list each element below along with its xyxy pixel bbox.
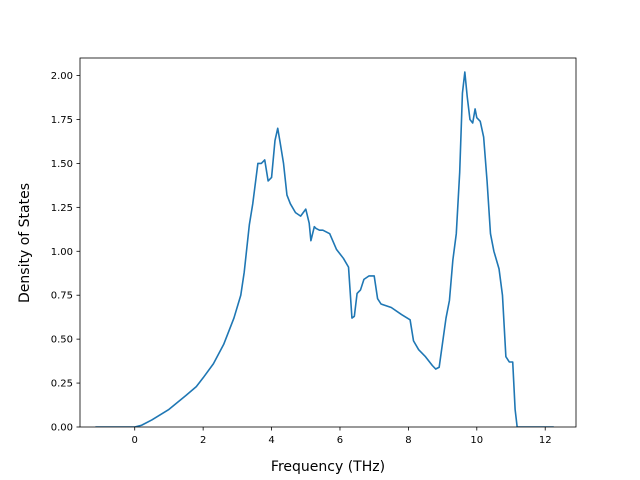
x-tick-label: 8 [405,435,411,446]
y-tick-label: 2.00 [51,71,73,82]
axes-frame [79,57,577,428]
y-tick-label: 1.75 [51,115,73,126]
axes: 0 2 4 6 8 10 12 0.00 0.25 0.50 0.75 1.00 1.25 1.50 1.7… [51,57,577,446]
y-tick-label: 1.00 [51,247,73,258]
y-tick-label: 0.75 [51,291,73,302]
y-tick-label: 0.25 [51,379,73,390]
x-axis-label: Frequency (THz) [271,459,385,475]
x-tick-label: 6 [337,435,343,446]
y-tick-label: 0.50 [51,335,73,346]
series-line-0 [95,71,554,427]
x-tick-label: 12 [539,435,552,446]
x-tick-label: 4 [268,435,274,446]
y-axis-label: Density of States [17,183,33,303]
y-tick-label: 1.25 [51,203,73,214]
y-tick-label: 0.00 [51,423,73,434]
y-tick-label: 1.50 [51,159,73,170]
x-tick-label: 2 [200,435,206,446]
x-tick-label: 0 [132,435,138,446]
plot-area [95,71,554,427]
x-tick-label: 10 [470,435,483,446]
